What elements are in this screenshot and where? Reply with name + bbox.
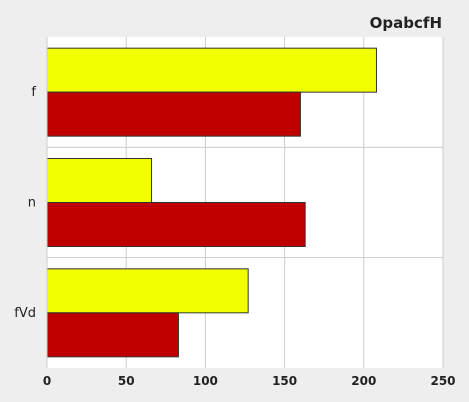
bar — [46, 312, 179, 358]
x-axis-ticks: 0 50 100 150 200 250 — [43, 374, 456, 388]
x-tick-label: 50 — [118, 374, 135, 388]
y-axis-categories: f n fVd — [14, 85, 36, 321]
category-label: fVd — [14, 306, 36, 321]
category-label: f — [31, 85, 36, 100]
bars — [46, 47, 377, 358]
bar — [46, 158, 153, 203]
bar — [46, 47, 377, 93]
chart-title: OpabcfH — [370, 14, 442, 32]
bar — [46, 91, 301, 137]
x-tick-label: 200 — [351, 374, 376, 388]
x-tick-label: 250 — [430, 374, 455, 388]
category-label: n — [28, 196, 36, 211]
bar — [46, 268, 249, 314]
x-tick-label: 0 — [43, 374, 51, 388]
x-tick-label: 100 — [193, 374, 218, 388]
bar — [46, 202, 306, 247]
x-tick-label: 150 — [272, 374, 297, 388]
